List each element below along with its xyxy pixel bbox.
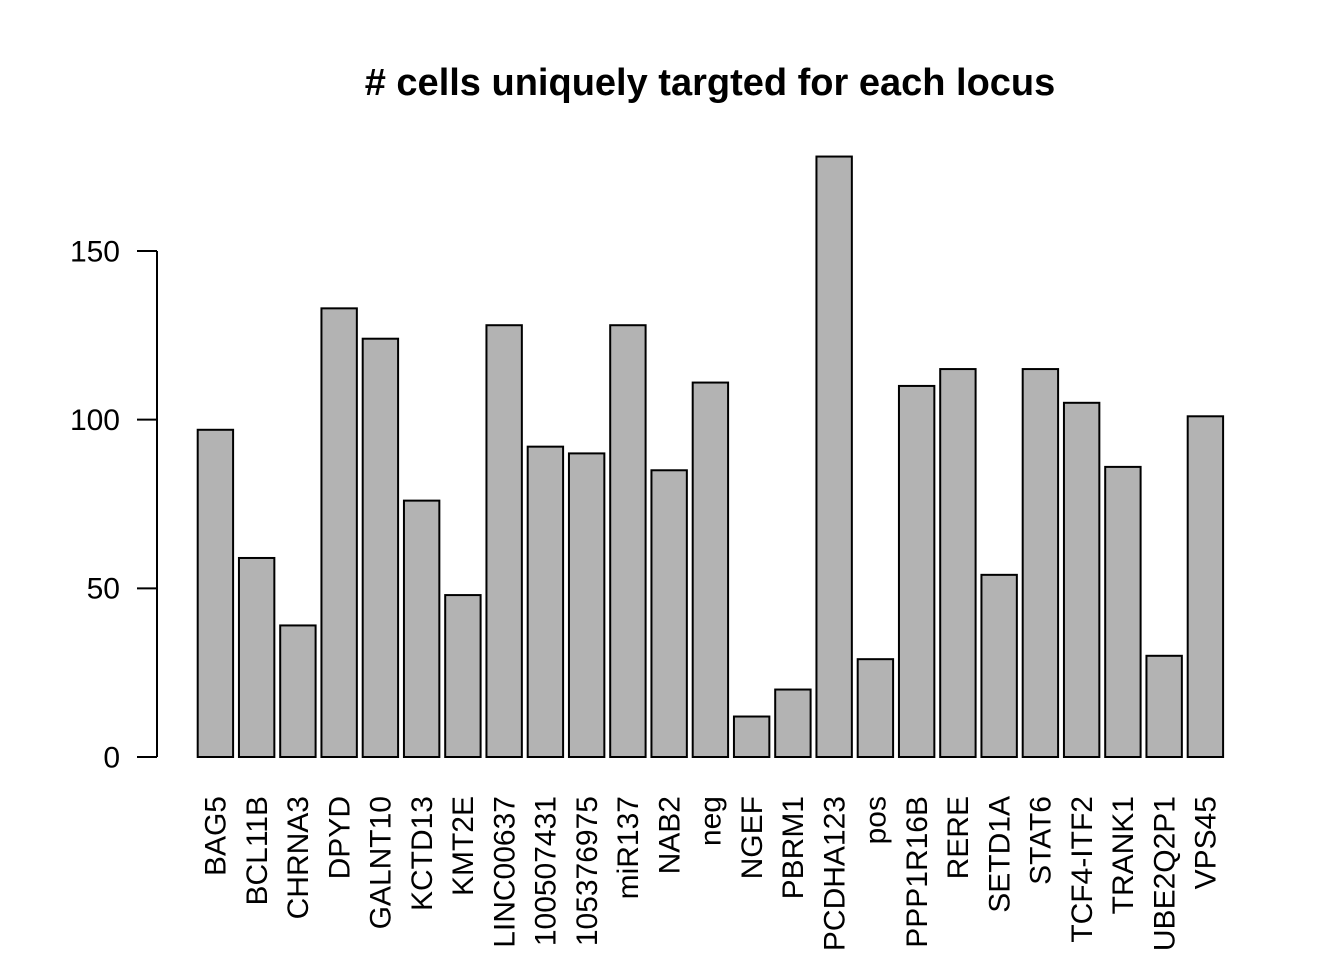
bar bbox=[567, 452, 606, 758]
x-tick-label: 105376975 bbox=[571, 796, 604, 946]
bar bbox=[237, 556, 276, 758]
x-tick-label: UBE2Q2P1 bbox=[1149, 796, 1182, 951]
x-tick-label: PCDHA123 bbox=[819, 796, 852, 951]
bar bbox=[485, 324, 523, 758]
y-tick-label: 50 bbox=[87, 573, 120, 606]
x-tick-label: RERE bbox=[942, 796, 975, 879]
bar bbox=[1104, 465, 1142, 758]
bar bbox=[609, 324, 647, 758]
bar bbox=[732, 715, 771, 759]
chart-title: # cells uniquely targted for each locus bbox=[365, 62, 1056, 104]
bar bbox=[320, 307, 358, 758]
x-tick-label: TCF4-ITF2 bbox=[1066, 796, 1099, 943]
x-tick-label: LINC00637 bbox=[488, 796, 521, 948]
bar bbox=[526, 445, 565, 758]
bar bbox=[1062, 401, 1101, 758]
x-tick-label: PBRM1 bbox=[777, 796, 810, 899]
x-tick-label: STAT6 bbox=[1025, 796, 1058, 885]
y-tick-label: 150 bbox=[70, 235, 120, 268]
x-tick-label: KCTD13 bbox=[406, 796, 439, 911]
bar bbox=[444, 594, 482, 759]
y-tick-label: 100 bbox=[70, 404, 120, 437]
x-tick-label: miR137 bbox=[612, 796, 645, 899]
bar bbox=[1145, 654, 1183, 758]
x-tick-label: GALNT10 bbox=[365, 796, 398, 929]
x-tick-label: DPYD bbox=[323, 796, 356, 879]
bar bbox=[939, 368, 977, 758]
bar bbox=[856, 658, 895, 759]
x-tick-label: 100507431 bbox=[530, 796, 563, 946]
bar bbox=[691, 381, 730, 758]
bar bbox=[279, 624, 317, 758]
bar bbox=[980, 573, 1018, 759]
x-tick-label: TRANK1 bbox=[1107, 796, 1140, 914]
bar bbox=[774, 688, 812, 758]
bar bbox=[1186, 415, 1225, 758]
x-tick-label: BAG5 bbox=[200, 796, 233, 876]
x-tick-label: VPS45 bbox=[1190, 796, 1223, 889]
bar bbox=[1021, 368, 1060, 758]
x-tick-label: SETD1A bbox=[984, 796, 1017, 913]
bar bbox=[650, 469, 688, 758]
bar bbox=[361, 337, 400, 758]
bar bbox=[402, 499, 441, 758]
x-tick-label: pos bbox=[860, 796, 893, 844]
x-tick-label: neg bbox=[695, 796, 728, 846]
y-tick-label: 0 bbox=[103, 741, 120, 774]
x-tick-label: KMT2E bbox=[447, 796, 480, 896]
x-tick-label: BCL11B bbox=[241, 796, 274, 906]
x-tick-label: NAB2 bbox=[654, 796, 687, 874]
bar bbox=[897, 384, 936, 758]
bar bbox=[815, 155, 853, 758]
x-tick-label: PPP1R16B bbox=[901, 796, 934, 948]
bar bbox=[196, 428, 235, 758]
x-tick-label: CHRNA3 bbox=[282, 796, 315, 919]
x-tick-label: NGEF bbox=[736, 796, 769, 879]
